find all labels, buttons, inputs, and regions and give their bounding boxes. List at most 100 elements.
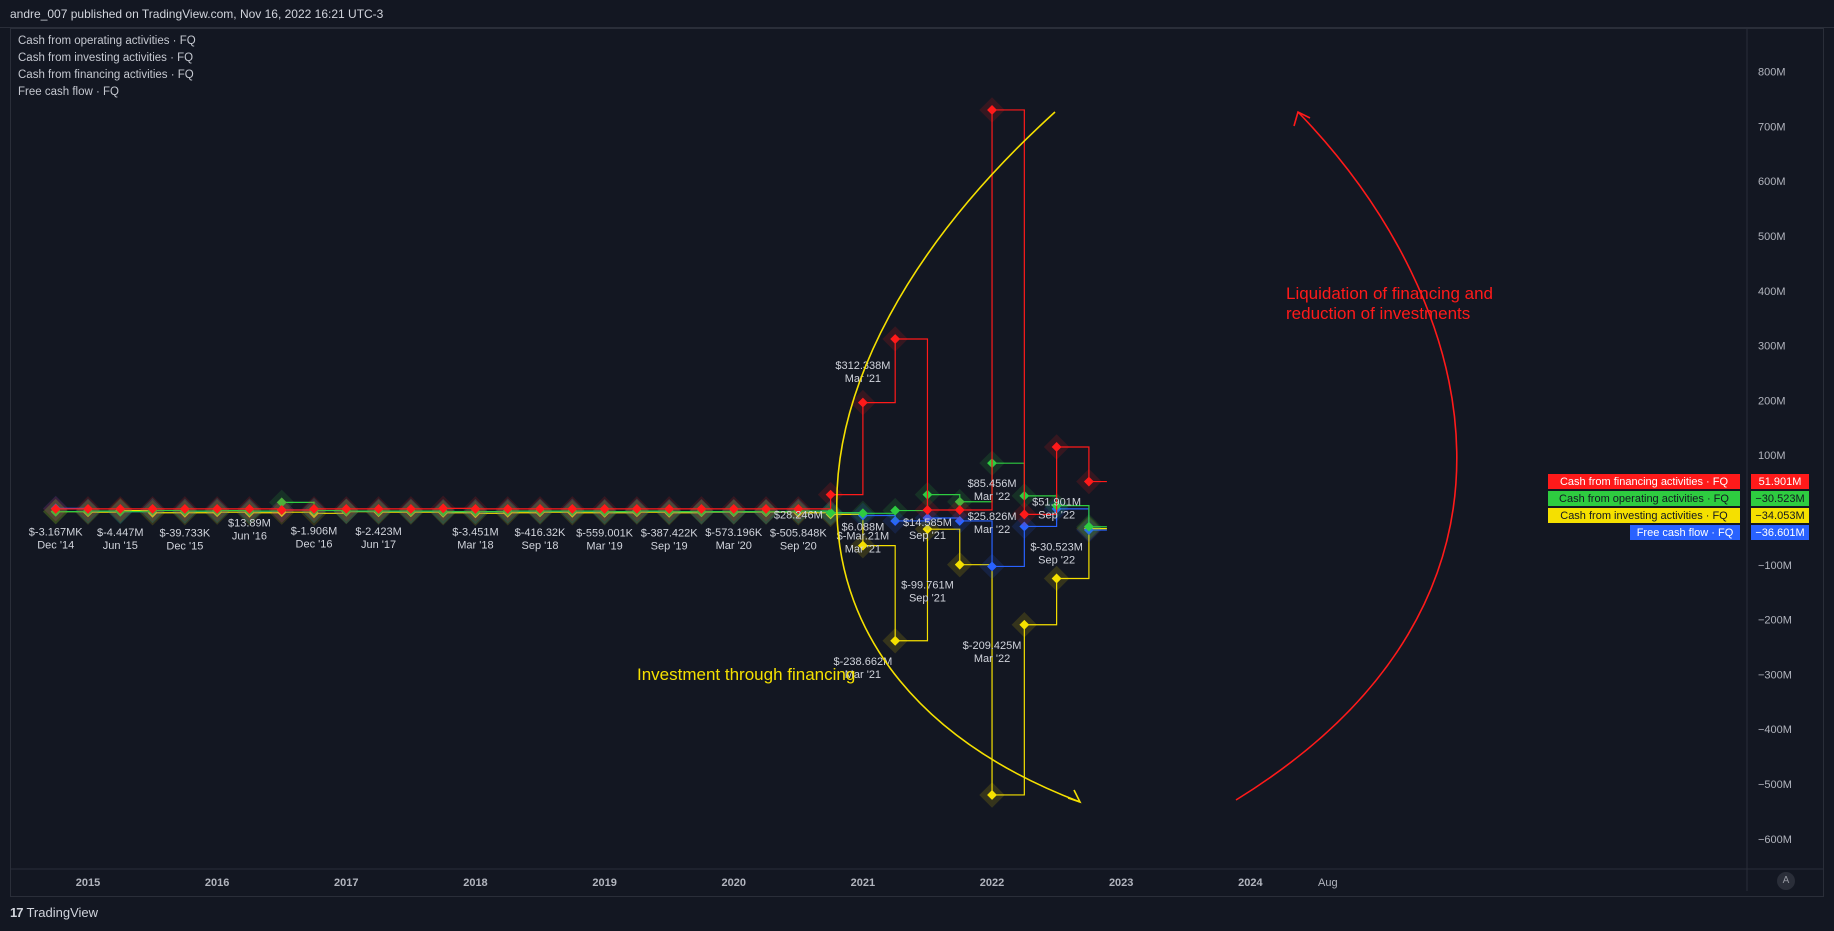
point-value-label: $-Mar.21M [837,530,890,542]
point-value-label: $13.89M [228,517,271,529]
data-point-financing[interactable] [470,503,481,514]
series-badge-investing[interactable] [1548,508,1740,523]
price-badge-financing[interactable] [1751,474,1809,489]
time-axis[interactable]: 2015 2016 2017 2018 2019 2020 2021 2022 2023 2024… [76,877,1338,889]
x-tick-label: 2018 [463,877,487,889]
data-point-financing[interactable] [1083,476,1094,487]
data-point-operating[interactable] [825,507,836,518]
yellow-arrowhead-icon [1067,789,1082,804]
point-date-label: Sep '22 [1038,555,1075,567]
series-badge-label: Cash from investing activities · FQ [1560,510,1728,522]
data-point-investing[interactable] [890,635,901,646]
point-date-label: Mar '18 [457,540,493,552]
point-date-label: Sep '18 [522,540,559,552]
point-value-label: $-30.523M [1030,542,1083,554]
legend-item-operating[interactable]: Cash from operating activities · FQ [18,35,196,47]
data-point-operating[interactable] [890,505,901,516]
x-tick-label: 2019 [592,877,616,889]
data-point-financing[interactable] [147,503,158,514]
data-point-operating[interactable] [276,497,287,508]
data-point-financing[interactable] [244,503,255,514]
series-badge-fcf[interactable] [1630,525,1740,540]
data-point-fcf[interactable] [954,516,965,526]
price-badge-value: −30.523M [1755,493,1804,505]
point-value-label: $312.338M [835,360,890,372]
point-value-label: $85.456M [968,478,1017,490]
price-axis[interactable]: 800M 700M 600M 500M 400M 300M 200M 100M −100M −20… [1758,67,1792,846]
data-point-fcf[interactable] [890,516,901,526]
point-value-label: $-3.451M [452,527,498,539]
tradingview-logo[interactable]: 17 TradingView [10,905,98,920]
price-badge-value: −34.053M [1755,510,1804,522]
data-point-financing[interactable] [502,503,513,514]
data-point-fcf[interactable] [987,561,997,572]
data-point-fcf[interactable] [922,513,933,523]
data-point-financing[interactable] [179,503,190,514]
data-point-investing[interactable] [922,524,933,535]
data-point-financing[interactable] [987,105,997,115]
data-point-financing[interactable] [373,503,384,514]
data-point-financing[interactable] [599,503,610,514]
point-date-label: Jun '15 [103,540,138,552]
y-tick-label: −100M [1758,560,1792,572]
data-point-financing[interactable] [212,503,223,514]
data-point-financing[interactable] [567,503,578,514]
data-point-financing[interactable] [309,503,319,514]
price-badge-investing[interactable] [1751,508,1809,523]
point-date-label: Mar '22 [974,653,1010,665]
data-point-financing[interactable] [341,503,352,514]
data-point-financing[interactable] [922,505,933,515]
data-point-investing[interactable] [954,559,965,570]
data-point-financing[interactable] [438,503,449,514]
data-point-financing[interactable] [728,503,739,514]
data-point-financing[interactable] [535,503,545,514]
point-value-label: $-3.167MK [29,527,83,539]
tradingview-brand: TradingView [26,905,99,920]
y-tick-label: 100M [1758,450,1786,462]
point-value-label: $25.826M [968,511,1017,523]
series-financing[interactable] [42,97,1107,528]
data-point-investing[interactable] [987,790,997,800]
data-point-investing[interactable] [857,540,868,551]
point-date-label: Dec '16 [296,539,333,551]
legend-item-investing[interactable]: Cash from investing activities · FQ [18,52,194,64]
series-badge-operating[interactable] [1548,491,1740,506]
data-point-investing[interactable] [1051,573,1062,584]
data-point-financing[interactable] [664,503,675,514]
data-point-financing[interactable] [954,505,965,515]
point-date-label: Sep '19 [651,541,688,553]
price-badge-operating[interactable] [1751,491,1809,506]
point-date-label: Sep '22 [1038,510,1075,522]
data-point-financing[interactable] [696,503,707,514]
y-tick-label: −400M [1758,724,1792,736]
data-point-investing[interactable] [1019,619,1030,630]
data-point-financing[interactable] [793,503,804,514]
red-annotation-line-1: Liquidation of financing and [1286,284,1493,303]
y-tick-label: 300M [1758,341,1786,353]
data-point-operating[interactable] [954,496,965,507]
data-point-financing[interactable] [1051,442,1062,452]
point-date-label: Mar '21 [845,669,881,681]
data-point-financing[interactable] [631,503,642,514]
data-point-fcf[interactable] [1019,521,1030,532]
legend-item-financing[interactable]: Cash from financing activities · FQ [18,69,194,81]
legend-item-fcf[interactable]: Free cash flow · FQ [18,86,119,98]
data-point-financing[interactable] [276,505,287,515]
price-badge-fcf[interactable] [1751,525,1809,540]
data-point-financing[interactable] [857,397,868,408]
publisher-header: andre_007 published on TradingView.com, … [0,0,1834,28]
auto-scale-button[interactable]: A [1777,872,1795,890]
x-tick-label: 2017 [334,877,358,889]
data-point-financing[interactable] [405,503,416,514]
x-tick-label: 2021 [851,877,875,889]
y-tick-label: 700M [1758,121,1786,133]
point-date-label: Mar '21 [845,373,881,385]
point-date-label: Mar '21 [845,543,881,555]
data-point-operating[interactable] [1083,521,1094,532]
data-point-financing[interactable] [890,334,901,344]
data-point-financing[interactable] [825,489,836,500]
series-badge-financing[interactable] [1548,474,1740,489]
data-point-financing[interactable] [761,503,771,514]
